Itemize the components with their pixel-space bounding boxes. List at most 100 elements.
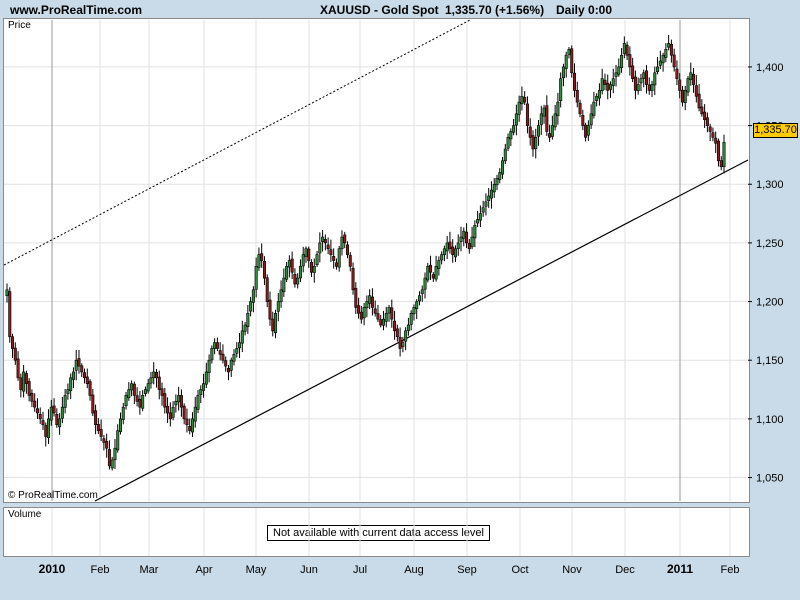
candle-body [415, 301, 419, 309]
copyright-text: © ProRealTime.com [8, 490, 98, 501]
candle-body [188, 426, 192, 431]
candle-body [368, 295, 372, 304]
candle-body [138, 398, 142, 408]
candle-body [262, 260, 266, 279]
candle-body [445, 242, 449, 252]
candle-body [204, 371, 208, 385]
candle-body [636, 84, 640, 92]
candle-body [412, 307, 416, 315]
x-tick-label: Dec [615, 564, 635, 576]
candle-body [692, 74, 696, 85]
price-change: 1,335.70 (+1.56%) [445, 3, 545, 17]
timeframe[interactable]: Daily 0:00 [556, 3, 613, 17]
candle-body [193, 406, 197, 422]
candle-body [199, 389, 203, 395]
candle-body [700, 106, 704, 115]
x-tick-label: Feb [721, 564, 740, 576]
candle-body [41, 420, 45, 426]
x-tick-label: Sep [457, 564, 477, 576]
candle-body [141, 395, 145, 409]
candle-body [398, 336, 402, 349]
candle-body [354, 288, 358, 308]
candle-body [442, 248, 446, 256]
candle-body [202, 383, 206, 391]
candle-body [301, 254, 305, 267]
candle-body [346, 244, 350, 255]
candle-body [545, 105, 549, 132]
candle-body [334, 262, 338, 267]
candle-body [395, 328, 399, 338]
candle-body [467, 243, 471, 250]
candle-body [290, 258, 294, 273]
candle-body [589, 113, 593, 126]
candle-body [429, 264, 433, 273]
candle-body [656, 66, 660, 72]
upper-channel-line [3, 19, 471, 266]
x-tick-label: Nov [562, 564, 582, 576]
x-tick-label: Jun [300, 564, 318, 576]
candle-body [564, 54, 568, 69]
candle-body [47, 418, 51, 439]
candle-body [711, 132, 715, 138]
candle-body [30, 392, 34, 402]
candle-body [221, 353, 225, 361]
candle-body [503, 148, 507, 162]
candle-body [359, 311, 363, 320]
candle-body [85, 376, 89, 384]
candle-body [58, 418, 62, 428]
candle-body [492, 183, 496, 193]
candle-body [694, 85, 698, 97]
candle-body [260, 253, 264, 261]
candle-body [160, 388, 164, 396]
last-price-marker: 1,335.70 [753, 123, 798, 138]
candle-body [149, 377, 153, 384]
candle-body [534, 137, 538, 149]
candle-body [63, 395, 67, 408]
candle-body [135, 395, 139, 402]
candle-body [453, 248, 457, 258]
candle-body [49, 406, 53, 421]
candle-body [351, 267, 355, 291]
candle-body [174, 400, 178, 406]
candle-body [683, 90, 687, 104]
candle-body [146, 383, 150, 392]
candle-body [373, 308, 377, 314]
candle-body [310, 262, 314, 273]
candle-body [628, 54, 632, 68]
candle-body [285, 266, 289, 280]
candle-body [697, 93, 701, 109]
candle-body [678, 79, 682, 91]
candle-body [27, 381, 31, 396]
candle-body [332, 256, 336, 261]
candle-body [719, 160, 723, 167]
candle-body [639, 78, 643, 84]
candle-body [426, 266, 430, 281]
candle-body [218, 350, 222, 355]
candle-body [99, 428, 103, 437]
candle-body [282, 277, 286, 293]
candle-body [631, 65, 635, 79]
candle-body [669, 44, 673, 56]
candle-body [658, 60, 662, 66]
candle-body [38, 413, 42, 420]
candle-body [33, 400, 37, 408]
candle-body [393, 320, 397, 332]
candle-body [80, 365, 84, 373]
candle-body [722, 142, 726, 168]
candle-body [271, 318, 275, 332]
candle-body [456, 242, 460, 250]
candle-body [232, 354, 236, 362]
candle-body [357, 305, 361, 314]
candle-body [595, 95, 599, 101]
candle-body [653, 72, 657, 86]
candle-body [254, 266, 258, 290]
candle-body [608, 84, 612, 90]
candle-body [307, 248, 311, 261]
symbol-name: XAUUSD - Gold Spot [320, 3, 439, 17]
candle-body [689, 72, 693, 81]
candle-body [661, 54, 665, 64]
candle-body [705, 117, 709, 126]
site-url[interactable]: www.ProRealTime.com [10, 3, 143, 17]
candle-body [376, 313, 380, 320]
